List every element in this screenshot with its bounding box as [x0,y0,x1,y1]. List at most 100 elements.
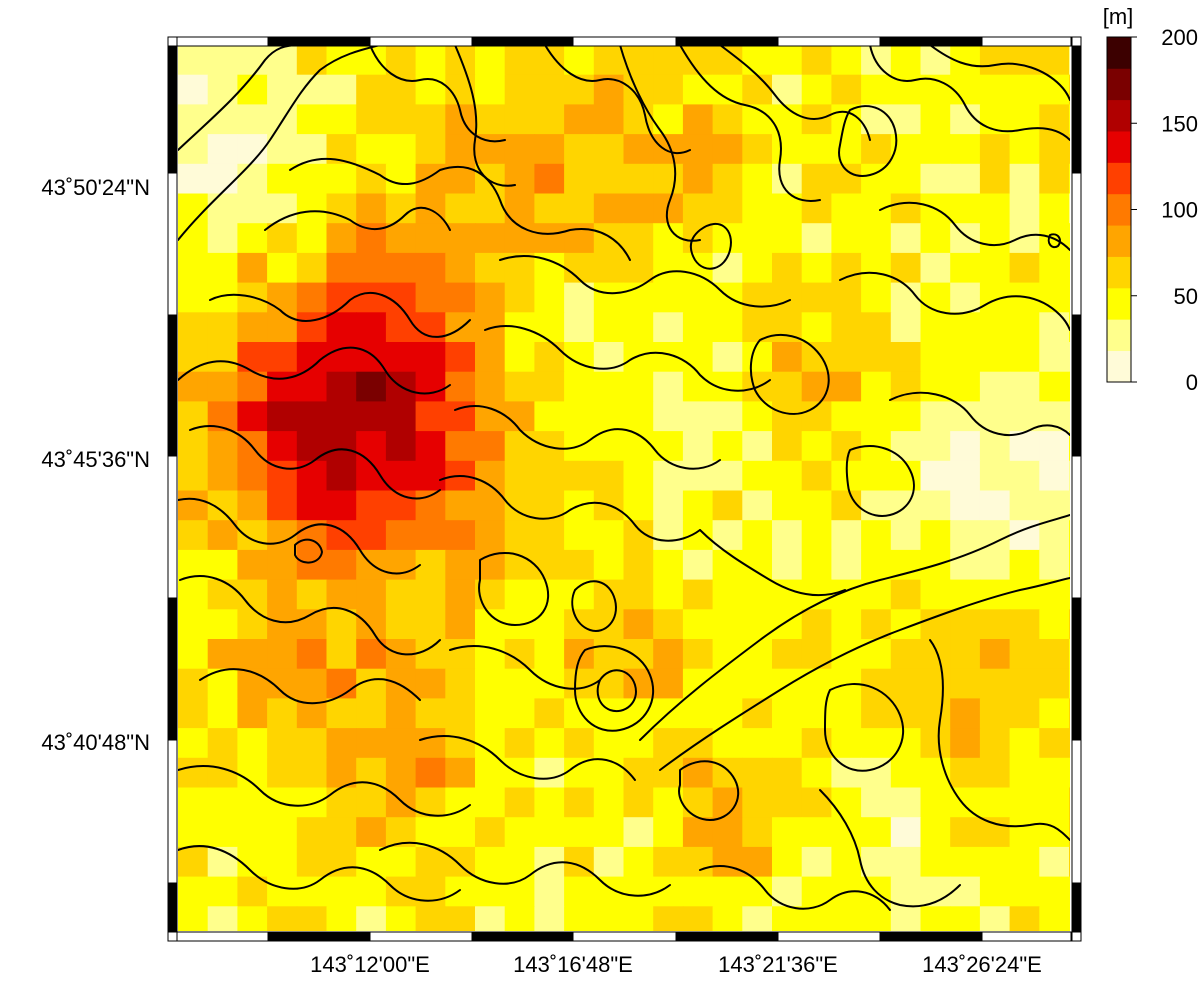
raster-cell [831,431,862,462]
raster-cell [1039,45,1070,76]
raster-cell [920,846,951,878]
raster-cell [772,490,803,521]
raster-cell [712,757,743,789]
raster-cell [1009,757,1040,789]
raster-cell [950,163,981,195]
raster-cell [861,817,892,848]
raster-cell [801,490,832,521]
raster-cell [801,163,832,195]
raster-cell [979,817,1011,848]
raster-cell [504,728,535,759]
raster-cell [950,371,981,402]
raster-cell [712,342,743,373]
raster-cell [742,460,773,492]
raster-cell [742,45,773,76]
raster-cell [267,757,298,789]
raster-cell [178,74,209,105]
raster-cell [326,312,357,343]
raster-cell [593,342,625,373]
raster-cell [950,252,981,284]
raster-cell [593,757,625,789]
raster-cell [504,104,535,135]
raster-cell [801,45,832,76]
raster-cell [682,45,714,76]
raster-cell [385,134,417,165]
raster-cell [979,609,1011,640]
raster-cell [682,549,714,581]
raster-cell [267,817,298,848]
raster-cell [742,668,773,699]
raster-cell [445,639,476,670]
raster-cell [682,163,714,195]
raster-cell [296,728,328,759]
raster-cell [593,312,625,343]
raster-cell [564,312,595,343]
raster-cell [742,74,773,105]
raster-cell [385,401,417,432]
frame-segment [167,739,178,884]
raster-cell [504,282,535,313]
raster-cell [267,876,298,907]
contour-line [574,645,655,732]
raster-cell [1039,252,1070,284]
raster-cell [237,223,268,254]
raster-cell [682,282,714,313]
raster-cell [593,134,625,165]
raster-cell [415,668,446,699]
raster-cell [207,460,238,492]
raster-cell [593,549,625,581]
raster-cell [564,104,595,135]
raster-cell [296,45,328,76]
raster-cell [1039,846,1070,878]
raster-cell [890,787,922,818]
raster-cell [623,549,654,581]
raster-cell [742,817,773,848]
raster-cell [950,223,981,254]
raster-cell [979,668,1011,699]
raster-cell [475,668,506,699]
raster-cell [831,728,862,759]
raster-cell [653,163,684,195]
raster-cell [682,906,714,931]
raster-cell [326,639,357,670]
raster-cell [475,163,506,195]
raster-cell [712,579,743,610]
raster-cell [207,312,238,343]
raster-cell [772,460,803,492]
raster-cell [178,45,209,76]
raster-cell [1009,74,1040,105]
raster-cell [178,757,209,789]
raster-cell [653,490,684,521]
raster-cell [534,371,565,402]
raster-cell [207,906,238,931]
raster-cell [267,698,298,729]
raster-cell [564,460,595,492]
raster-cell [1069,342,1070,373]
raster-cell [326,45,357,76]
raster-cell [504,134,535,165]
raster-cell [1009,906,1040,931]
frame-corner [1071,931,1082,942]
raster-cell [801,520,832,551]
raster-cell [979,252,1011,284]
raster-cell [801,639,832,670]
raster-cell [772,668,803,699]
raster-cell [920,698,951,729]
raster-cell [950,579,981,610]
raster-cell [742,282,773,313]
raster-cell [920,609,951,640]
raster-cell [861,282,892,313]
raster-cell [653,431,684,462]
raster-cell [1069,520,1070,551]
raster-cell [356,104,387,135]
frame-segment [167,314,178,457]
frame-segment [167,172,178,316]
raster-cell [653,728,684,759]
raster-cell [682,846,714,878]
raster-cell [623,342,654,373]
raster-cell [267,609,298,640]
raster-cell [920,787,951,818]
raster-cell [326,163,357,195]
frame-segment [267,931,371,942]
raster-cell [445,876,476,907]
